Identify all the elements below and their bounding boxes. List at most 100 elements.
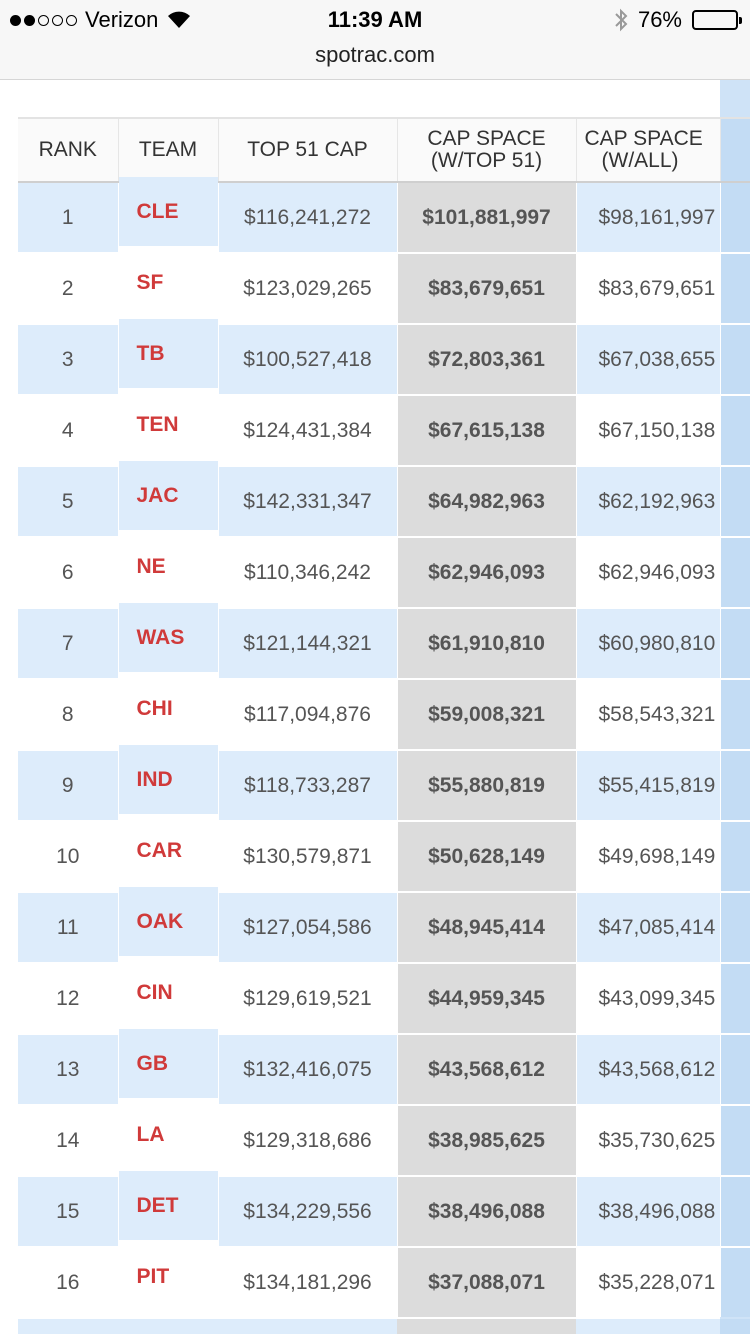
table-row[interactable]: 13 GB $132,416,075 $43,568,612 $43,568,612: [18, 1027, 750, 1105]
table-row[interactable]: 4 TEN $124,431,384 $67,615,138 $67,150,138: [18, 388, 750, 466]
top51-cap-cell: $118,733,287: [218, 749, 398, 821]
cap-space-all-cell: $67,150,138: [576, 394, 721, 466]
header-cap-space-all[interactable]: CAP SPACE (W/ALL): [576, 119, 721, 183]
table-row[interactable]: 12 CIN $129,619,521 $44,959,345 $43,099,345: [18, 956, 750, 1034]
table-row[interactable]: 14 LA $129,318,686 $38,985,625 $35,730,625: [18, 1098, 750, 1176]
table-row[interactable]: 9 IND $118,733,287 $55,880,819 $55,415,819: [18, 743, 750, 821]
header-team[interactable]: TEAM: [118, 119, 219, 183]
team-link[interactable]: CLE: [118, 175, 219, 247]
team-link[interactable]: OAK: [118, 885, 219, 957]
rank-cell: 12: [18, 962, 119, 1034]
top51-cap-cell: $116,241,272: [218, 181, 398, 253]
battery-icon: [692, 10, 742, 30]
hidden-column-cell: [720, 536, 750, 608]
table-row[interactable]: 8 CHI $117,094,876 $59,008,321 $58,543,321: [18, 672, 750, 750]
rank-cell: 8: [18, 678, 119, 750]
top51-cap-cell: $129,318,686: [218, 1104, 398, 1176]
team-link[interactable]: CAR: [118, 814, 219, 886]
cap-space-all-cell: $49,698,149: [576, 820, 721, 892]
header-rank[interactable]: RANK: [18, 119, 119, 183]
carrier-name: Verizon: [85, 7, 159, 32]
status-left: Verizon: [10, 7, 192, 33]
team-link[interactable]: GB: [118, 1027, 219, 1099]
cap-space-all-cell: $62,946,093: [576, 536, 721, 608]
bluetooth-icon: [615, 8, 628, 32]
team-link[interactable]: PIT: [118, 1240, 219, 1311]
cap-space-top51-cell: $62,946,093: [397, 536, 577, 608]
top51-cap-cell: $130,579,871: [218, 820, 398, 892]
cap-space-all-cell: $43,568,612: [576, 1033, 721, 1105]
header-cap-space-all-line1: CAP SPACE: [584, 127, 703, 150]
battery-percent: 76%: [637, 7, 682, 32]
rank-cell: 10: [18, 820, 119, 892]
table-row[interactable]: 16 PIT $134,181,296 $37,088,071 $35,228,071: [18, 1240, 750, 1317]
rank-cell: 6: [18, 536, 119, 608]
header-top51-cap[interactable]: TOP 51 CAP: [218, 119, 398, 183]
top51-cap-cell: $127,054,586: [218, 891, 398, 963]
table-row[interactable]: 3 TB $100,527,418 $72,803,361 $67,038,655: [18, 317, 750, 395]
team-link[interactable]: WAS: [118, 601, 219, 673]
table-row[interactable]: 7 WAS $121,144,321 $61,910,810 $60,980,810: [18, 601, 750, 679]
status-bar: Verizon 11:39 AM 76%: [0, 0, 750, 40]
table-row[interactable]: 6 NE $110,346,242 $62,946,093 $62,946,093: [18, 530, 750, 608]
top51-cap-cell: $117,094,876: [218, 678, 398, 750]
team-link[interactable]: NE: [118, 530, 219, 602]
hidden-column-cell: [720, 465, 750, 537]
rank-cell: 13: [18, 1033, 119, 1105]
hidden-column-cell: [720, 1175, 750, 1247]
top51-cap-cell: $123,029,265: [218, 252, 398, 324]
table-row[interactable]: 11 OAK $127,054,586 $48,945,414 $47,085,414: [18, 885, 750, 963]
hidden-column-cell: [720, 1104, 750, 1176]
rank-cell: 1: [18, 181, 119, 253]
team-link[interactable]: IND: [118, 743, 219, 815]
team-link[interactable]: SF: [118, 246, 219, 318]
cap-space-all-cell: $60,980,810: [576, 607, 721, 679]
rank-cell: 9: [18, 749, 119, 821]
cap-space-top51-cell: $67,615,138: [397, 394, 577, 466]
cap-space-all-cell: $43,099,345: [576, 962, 721, 1034]
hidden-column-cell: [720, 678, 750, 750]
hidden-column-cell: [720, 181, 750, 253]
cap-space-top51-cell: $59,008,321: [397, 678, 577, 750]
team-link[interactable]: DET: [118, 1169, 219, 1241]
table-row[interactable]: 10 CAR $130,579,871 $50,628,149 $49,698,149: [18, 814, 750, 892]
top51-cap-cell: $142,331,347: [218, 465, 398, 537]
team-link[interactable]: TEN: [118, 388, 219, 460]
team-link[interactable]: CIN: [118, 956, 219, 1028]
status-right: 76%: [614, 7, 742, 33]
team-link[interactable]: LA: [118, 1098, 219, 1170]
cap-space-top51-cell: $44,959,345: [397, 962, 577, 1034]
rank-cell: 15: [18, 1175, 119, 1247]
table-row-partial: [18, 1319, 750, 1334]
cap-space-all-cell: $38,496,088: [576, 1175, 721, 1247]
hidden-column-cell: [720, 607, 750, 679]
team-link[interactable]: CHI: [118, 672, 219, 744]
cap-space-top51-cell: $64,982,963: [397, 465, 577, 537]
table-top-border: [18, 117, 750, 119]
header-cap-space-top51[interactable]: CAP SPACE (W/TOP 51): [397, 119, 577, 183]
cap-space-table: RANK TEAM TOP 51 CAP CAP SPACE (W/TOP 51…: [18, 119, 750, 1317]
table-row[interactable]: 1 CLE $116,241,272 $101,881,997 $98,161,997: [18, 175, 750, 253]
table-row[interactable]: 2 SF $123,029,265 $83,679,651 $83,679,651: [18, 246, 750, 324]
cap-space-top51-cell: $43,568,612: [397, 1033, 577, 1105]
cap-space-top51-cell: $61,910,810: [397, 607, 577, 679]
team-link[interactable]: TB: [118, 317, 219, 389]
top51-cap-cell: $100,527,418: [218, 323, 398, 395]
cap-space-top51-cell: $48,945,414: [397, 891, 577, 963]
address-bar[interactable]: spotrac.com: [0, 40, 750, 80]
hidden-column-cell: [720, 252, 750, 324]
team-link[interactable]: JAC: [118, 459, 219, 531]
top51-cap-cell: $110,346,242: [218, 536, 398, 608]
cap-space-all-cell: $62,192,963: [576, 465, 721, 537]
wifi-icon: [168, 11, 191, 28]
rank-cell: 7: [18, 607, 119, 679]
signal-dots-icon: [10, 14, 77, 26]
cap-space-all-cell: $47,085,414: [576, 891, 721, 963]
table-row[interactable]: 5 JAC $142,331,347 $64,982,963 $62,192,963: [18, 459, 750, 537]
table-row[interactable]: 15 DET $134,229,556 $38,496,088 $38,496,088: [18, 1169, 750, 1247]
cap-space-top51-cell: $55,880,819: [397, 749, 577, 821]
url-text: spotrac.com: [315, 42, 435, 67]
header-cap-space-all-line2: (W/ALL): [601, 149, 679, 172]
cap-space-top51-cell: $50,628,149: [397, 820, 577, 892]
rank-cell: 3: [18, 323, 119, 395]
